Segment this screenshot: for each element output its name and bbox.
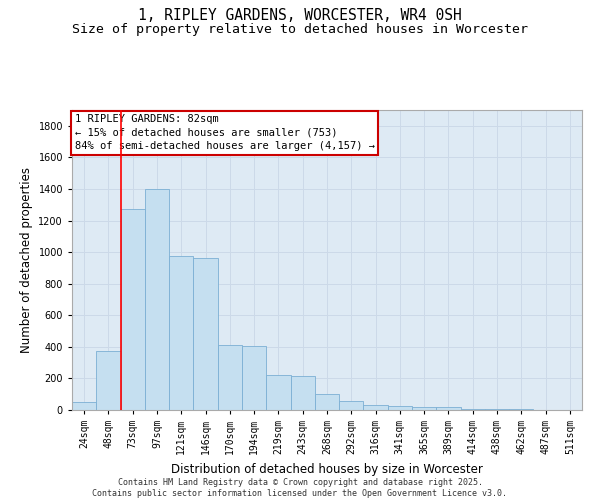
Bar — [412, 407, 436, 410]
Bar — [242, 346, 266, 410]
Bar — [485, 409, 509, 410]
Bar — [218, 346, 242, 410]
Bar — [436, 407, 461, 410]
Bar — [364, 406, 388, 410]
Text: Contains HM Land Registry data © Crown copyright and database right 2025.
Contai: Contains HM Land Registry data © Crown c… — [92, 478, 508, 498]
Bar — [266, 376, 290, 410]
Text: Size of property relative to detached houses in Worcester: Size of property relative to detached ho… — [72, 22, 528, 36]
X-axis label: Distribution of detached houses by size in Worcester: Distribution of detached houses by size … — [171, 462, 483, 475]
Bar — [72, 402, 96, 410]
Bar — [169, 256, 193, 410]
Y-axis label: Number of detached properties: Number of detached properties — [20, 167, 33, 353]
Bar — [339, 402, 364, 410]
Text: 1 RIPLEY GARDENS: 82sqm
← 15% of detached houses are smaller (753)
84% of semi-d: 1 RIPLEY GARDENS: 82sqm ← 15% of detache… — [74, 114, 374, 151]
Bar — [388, 406, 412, 410]
Bar — [145, 189, 169, 410]
Bar — [290, 376, 315, 410]
Text: 1, RIPLEY GARDENS, WORCESTER, WR4 0SH: 1, RIPLEY GARDENS, WORCESTER, WR4 0SH — [138, 8, 462, 22]
Bar — [96, 351, 121, 410]
Bar — [193, 258, 218, 410]
Bar — [121, 210, 145, 410]
Bar — [315, 394, 339, 410]
Bar — [461, 408, 485, 410]
